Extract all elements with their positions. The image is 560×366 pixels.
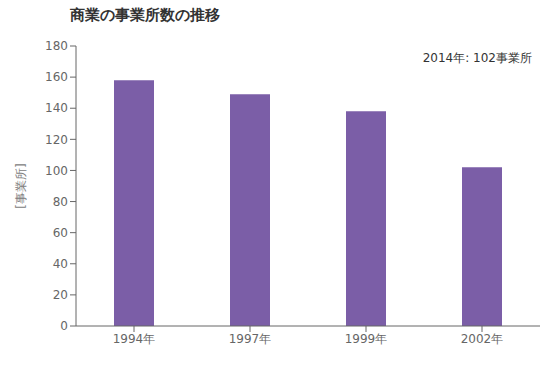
svg-text:1999年: 1999年 <box>345 332 388 346</box>
svg-text:140: 140 <box>45 101 68 115</box>
svg-text:2002年: 2002年 <box>461 332 504 346</box>
svg-text:100: 100 <box>45 164 68 178</box>
svg-text:160: 160 <box>45 70 68 84</box>
svg-text:0: 0 <box>60 319 68 333</box>
svg-text:40: 40 <box>53 257 68 271</box>
svg-text:80: 80 <box>53 195 68 209</box>
svg-text:60: 60 <box>53 226 68 240</box>
svg-text:[事業所]: [事業所] <box>14 163 28 208</box>
svg-text:180: 180 <box>45 39 68 53</box>
svg-text:20: 20 <box>53 288 68 302</box>
svg-text:1997年: 1997年 <box>229 332 272 346</box>
svg-text:1994年: 1994年 <box>113 332 156 346</box>
svg-text:120: 120 <box>45 133 68 147</box>
html-text:商業の事業所数の推移: 商業の事業所数の推移 <box>70 6 220 24</box>
html-text:2014年: 102事業所: 2014年: 102事業所 <box>422 51 532 65</box>
